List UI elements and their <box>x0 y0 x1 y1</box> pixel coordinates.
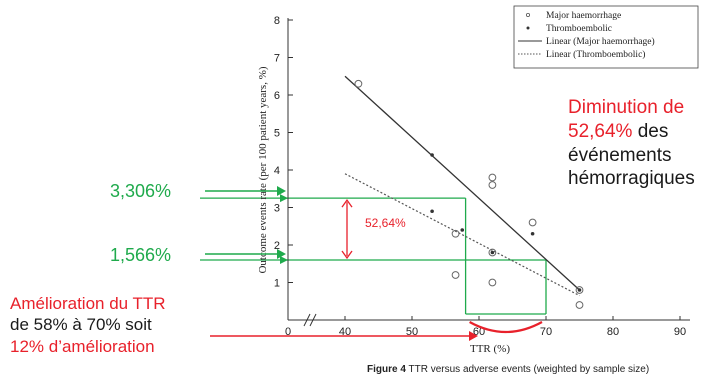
point-thromboembolic <box>530 231 535 236</box>
data-layer <box>344 75 584 309</box>
legend-entry-label: Major haemorrhage <box>546 11 621 21</box>
ttr-bracket <box>469 321 543 333</box>
point-major-haemorrhage <box>354 79 363 88</box>
difference-arrow-head-bottom <box>341 250 353 260</box>
arrow-high-head <box>277 186 286 196</box>
y-tick-label: 8 <box>274 15 280 27</box>
y-tick-label: 6 <box>274 90 280 102</box>
guide-arrow-low <box>280 256 288 264</box>
legend-marker-dot <box>526 26 530 30</box>
decrease-line2: 52,64% des <box>568 120 695 144</box>
y-tick-label: 7 <box>274 53 280 65</box>
point-major-haemorrhage <box>451 229 460 238</box>
improve-line2: de 58% à 70% soit <box>10 315 152 335</box>
x-tick-label: 90 <box>674 326 686 338</box>
y-tick-label: 4 <box>274 165 280 177</box>
legend: Major haemorrhage Thromboembolic Linear (M… <box>513 5 699 69</box>
value-label-low: 1,566% <box>110 245 172 265</box>
decrease-line4: hémorragiques <box>568 168 695 190</box>
decrease-annotation: Diminution de 52,64% des événements hémo… <box>568 96 695 191</box>
improvement-annotation: Amélioration du TTR de 58% à 70% soit 12… <box>10 293 166 357</box>
trendline-major-haemorrhage <box>344 75 580 291</box>
difference-label: 52,64% <box>365 216 406 230</box>
decrease-pct: 52,64% <box>568 120 633 142</box>
value-label-high: 3,306% <box>110 181 172 201</box>
arrow-ttr-head <box>469 331 478 341</box>
x-axis-title: TTR (%) <box>470 343 510 355</box>
point-major-haemorrhage <box>575 301 584 309</box>
decrease-line1: Diminution de <box>568 97 685 118</box>
decrease-line3: événements <box>568 144 672 166</box>
x-tick-label: 40 <box>339 326 351 338</box>
point-thromboembolic <box>577 288 582 292</box>
figure-caption: Figure 4 TTR versus adverse events (weig… <box>367 364 649 375</box>
point-major-haemorrhage <box>528 218 537 227</box>
y-tick-label: 3 <box>274 203 280 215</box>
y-tick-label: 5 <box>274 128 280 140</box>
y-axis-title: Outcome events rate (per 100 patient yea… <box>257 66 269 273</box>
caption-label: Figure 4 <box>367 364 406 375</box>
point-thromboembolic <box>430 209 434 214</box>
point-major-haemorrhage <box>488 248 497 257</box>
x-tick-label: 80 <box>607 326 619 338</box>
legend-marker-open-circle <box>526 12 531 17</box>
axis-break-mark <box>309 313 317 327</box>
trendline-thromboembolic <box>344 173 580 297</box>
legend-box <box>513 5 699 69</box>
point-thromboembolic <box>430 153 434 157</box>
guide-layer <box>200 194 547 315</box>
annotation-overlay: 52,64% <box>205 186 543 341</box>
legend-entry-label: Linear (Major haemorrhage) <box>546 36 655 47</box>
difference-arrow-head-top <box>341 199 353 208</box>
point-major-haemorrhage <box>488 173 497 182</box>
x-tick-label: 50 <box>406 326 418 338</box>
caption-text: TTR versus adverse events (weighted by s… <box>408 364 650 375</box>
improve-line3: 12% d’amélioration <box>10 336 155 356</box>
y-tick-label: 1 <box>274 278 280 290</box>
point-thromboembolic <box>460 228 465 232</box>
legend-entry-label: Thromboembolic <box>546 24 612 34</box>
point-major-haemorrhage <box>488 278 497 287</box>
guide-arrow-high <box>280 194 288 203</box>
point-major-haemorrhage <box>575 286 584 294</box>
x-tick-label: 70 <box>540 326 552 338</box>
legend-entry-label: Linear (Thromboembolic) <box>546 49 645 60</box>
arrow-low-head <box>277 249 286 259</box>
x-tick-label: 0 <box>285 326 291 338</box>
point-thromboembolic <box>490 250 495 255</box>
point-major-haemorrhage <box>488 181 497 189</box>
improve-line1: Amélioration du TTR <box>10 294 166 313</box>
decrease-word: des <box>637 120 669 142</box>
point-major-haemorrhage <box>451 271 460 279</box>
y-tick-label: 2 <box>274 240 280 252</box>
axis-break-mark <box>303 313 311 327</box>
